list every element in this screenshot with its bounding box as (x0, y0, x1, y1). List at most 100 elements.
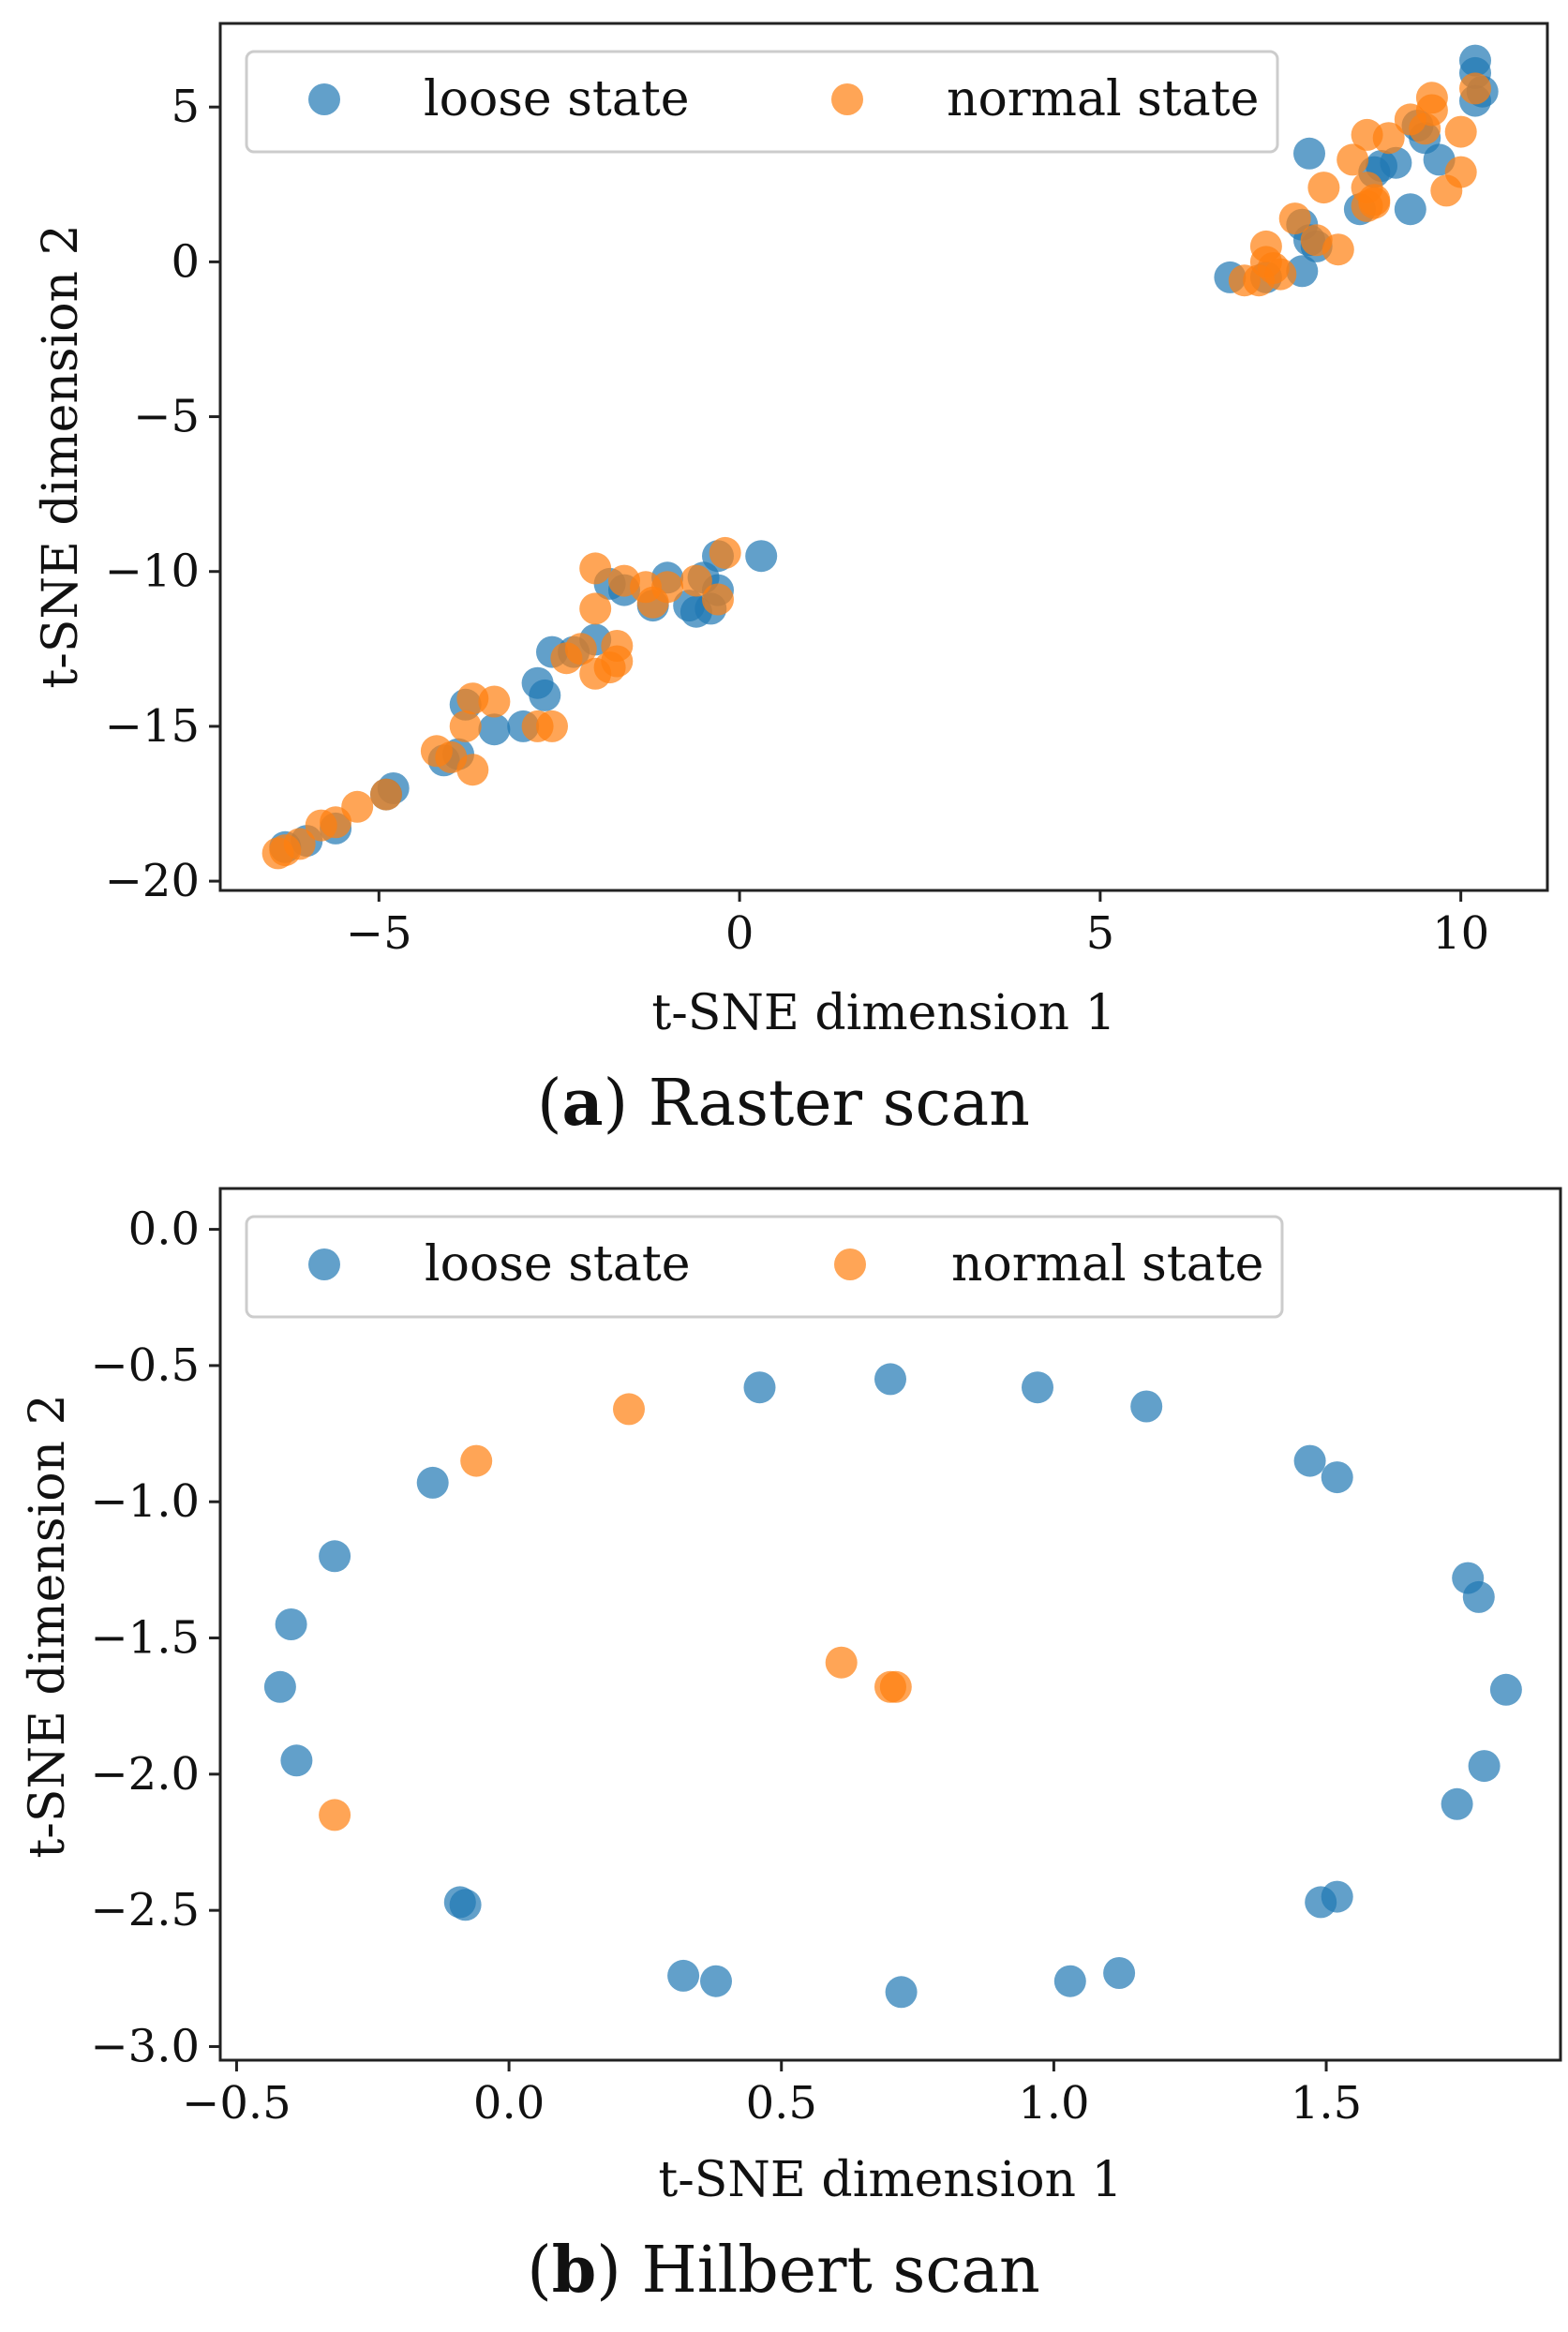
loose-point-raster-12 (1293, 137, 1325, 170)
normal-point-raster-43 (456, 682, 489, 715)
normal-point-raster-10 (1337, 143, 1369, 176)
axis-ticks-raster: −5 0 5 10 5 0 −5 −10 −15 −20 (105, 81, 1489, 960)
plot-frame-raster (218, 22, 1549, 892)
normal-point-raster-37 (579, 657, 612, 690)
loose-point-hilbert-10 (1441, 1787, 1473, 1820)
loose-point-hilbert-24 (416, 1466, 449, 1499)
x-tick-label-hilbert-0: −0.5 (182, 2077, 291, 2130)
x-tick-label-raster-3: 10 (1432, 907, 1489, 960)
loose-point-hilbert-2 (1022, 1371, 1053, 1404)
normal-point-hilbert-1 (460, 1444, 493, 1477)
legend-label-loose-raster: loose state (424, 71, 690, 127)
y-tick-label-raster-4: −15 (105, 700, 200, 753)
legend-label-normal-hilbert: normal state (951, 1236, 1263, 1293)
normal-point-raster-24 (1228, 264, 1261, 297)
loose-point-hilbert-13 (1103, 1957, 1136, 1989)
axis-ticks-hilbert: −0.5 0.0 0.5 1.0 1.5 0.0 −0.5 −1.0 −1.5 −2.0 −2.5 −… (90, 1203, 1362, 2130)
normal-point-raster-51 (305, 809, 337, 842)
normal-point-raster-31 (702, 583, 734, 616)
loose-point-hilbert-16 (700, 1965, 732, 1997)
y-axis-label-raster: t-SNE dimension 2 (33, 224, 89, 688)
loose-point-hilbert-20 (280, 1744, 313, 1777)
x-tick-label-raster-2: 5 (1086, 907, 1115, 960)
loose-point-hilbert-8 (1489, 1673, 1522, 1706)
loose-point-raster-36 (478, 713, 511, 746)
loose-point-hilbert-5 (1321, 1461, 1353, 1494)
normal-point-raster-33 (579, 592, 612, 625)
loose-point-hilbert-1 (874, 1363, 906, 1396)
legend-marker-normal-hilbert (834, 1248, 866, 1280)
loose-point-hilbert-0 (743, 1371, 776, 1404)
caption-letter-a: a (562, 1066, 604, 1141)
x-tick-label-raster-1: 0 (725, 907, 754, 960)
normal-point-raster-41 (536, 710, 568, 742)
loose-point-hilbert-22 (275, 1608, 307, 1640)
y-tick-label-raster-3: −10 (105, 546, 200, 598)
loose-point-hilbert-4 (1293, 1444, 1326, 1477)
normal-point-hilbert-5 (319, 1799, 351, 1831)
legend-hilbert: loose state normal state (245, 1215, 1284, 1319)
y-tick-label-hilbert-5: −2.5 (90, 1884, 200, 1936)
loose-point-hilbert-19 (443, 1886, 476, 1919)
normal-point-raster-54 (261, 837, 294, 870)
normal-point-raster-30 (679, 564, 712, 597)
normal-point-raster-32 (636, 586, 669, 619)
legend-raster: loose state normal state (245, 50, 1279, 154)
loose-point-hilbert-14 (1053, 1965, 1086, 1997)
legend-marker-loose-raster (308, 83, 340, 115)
y-tick-label-hilbert-2: −1.0 (90, 1475, 200, 1528)
loose-point-hilbert-12 (1305, 1886, 1337, 1919)
normal-point-raster-5 (1444, 115, 1477, 148)
normal-point-raster-48 (370, 778, 402, 811)
normal-point-hilbert-4 (879, 1670, 912, 1703)
x-tick-label-hilbert-3: 1.0 (1018, 2077, 1089, 2130)
loose-point-hilbert-23 (319, 1540, 351, 1573)
x-axis-label-raster: t-SNE dimension 1 (651, 985, 1115, 1041)
normal-point-raster-44 (449, 710, 482, 742)
x-tick-label-hilbert-2: 0.5 (746, 2077, 817, 2130)
normal-point-raster-47 (420, 735, 453, 768)
loose-point-hilbert-7 (1462, 1580, 1495, 1613)
normal-point-raster-26 (579, 552, 612, 585)
legend-box-hilbert (245, 1215, 1284, 1319)
normal-point-raster-16 (1278, 202, 1311, 235)
caption-letter-b: b (552, 2233, 597, 2308)
x-axis-label-hilbert: t-SNE dimension 1 (658, 2152, 1122, 2208)
caption-raster: (a) Raster scan (537, 1066, 1030, 1141)
y-tick-label-hilbert-6: −3.0 (90, 2020, 200, 2072)
legend-box-raster (245, 50, 1279, 154)
caption-text-a: Raster scan (649, 1067, 1030, 1141)
panel-hilbert-scan: −0.5 0.0 0.5 1.0 1.5 0.0 −0.5 −1.0 −1.5 −2.0 −2.5 −… (20, 1187, 1562, 2308)
normal-point-raster-0 (1459, 72, 1491, 105)
normal-point-hilbert-2 (825, 1646, 858, 1679)
normal-point-raster-18 (1300, 224, 1333, 257)
y-tick-label-raster-5: −20 (105, 855, 200, 907)
caption-text-b: Hilbert scan (641, 2234, 1039, 2308)
scatter-points-raster (261, 44, 1499, 870)
y-tick-label-hilbert-1: −0.5 (90, 1339, 200, 1392)
x-tick-label-hilbert-4: 1.5 (1291, 2077, 1362, 2130)
y-tick-label-hilbert-0: 0.0 (128, 1203, 200, 1256)
x-tick-label-hilbert-1: 0.0 (473, 2077, 545, 2130)
y-tick-label-hilbert-3: −1.5 (90, 1612, 200, 1665)
loose-point-raster-34 (529, 679, 561, 711)
y-tick-label-raster-0: 5 (171, 81, 200, 133)
legend-marker-normal-raster (831, 83, 863, 115)
normal-point-raster-12 (1307, 172, 1340, 204)
y-axis-label-hilbert: t-SNE dimension 2 (20, 1394, 76, 1858)
normal-point-raster-9 (1430, 174, 1463, 207)
normal-point-raster-15 (1358, 187, 1391, 219)
normal-point-hilbert-0 (613, 1393, 645, 1426)
normal-point-raster-25 (709, 536, 741, 569)
loose-point-hilbert-17 (667, 1959, 700, 1992)
x-tick-label-raster-0: −5 (346, 907, 412, 960)
loose-point-hilbert-21 (263, 1670, 296, 1703)
normal-point-raster-39 (550, 642, 583, 675)
caption-hilbert: (b) Hilbert scan (527, 2233, 1040, 2308)
y-tick-label-hilbert-4: −2.0 (90, 1748, 200, 1801)
loose-point-raster-11 (1394, 193, 1426, 226)
loose-point-raster-20 (745, 540, 778, 573)
legend-label-loose-hilbert: loose state (425, 1236, 691, 1293)
loose-point-hilbert-3 (1130, 1390, 1163, 1423)
